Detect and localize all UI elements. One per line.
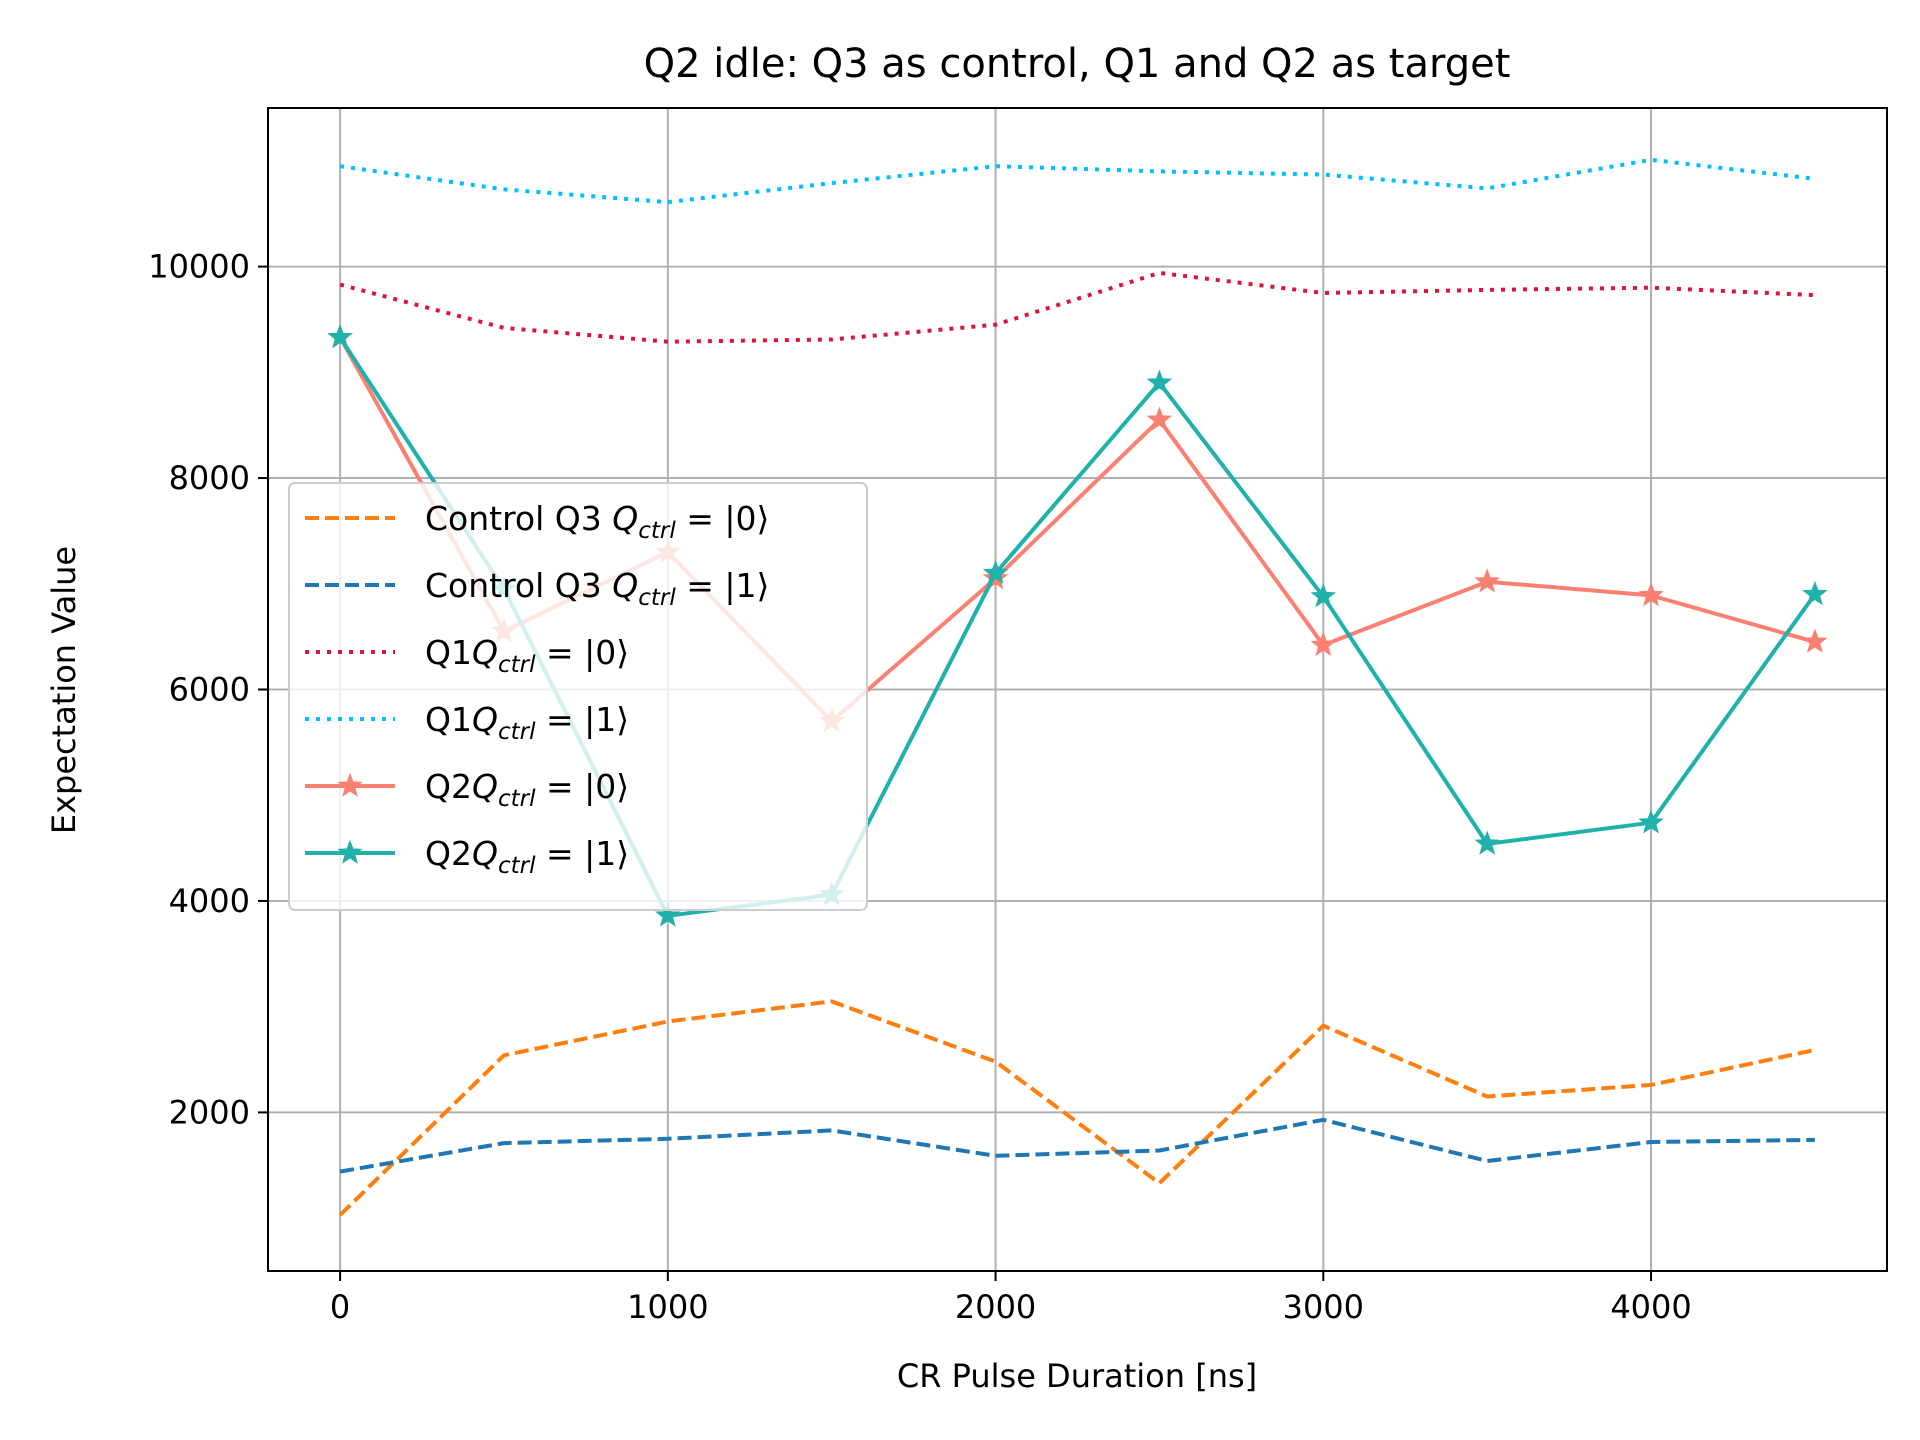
- y-tick-label: 8000: [169, 459, 250, 497]
- legend-state: = |0⟩: [676, 499, 770, 538]
- series-4: [339, 157, 1816, 205]
- x-tick-label: 2000: [955, 1288, 1036, 1326]
- legend-marker: [337, 772, 363, 797]
- legend-state: = |0⟩: [535, 633, 629, 672]
- legend-subscript: ctrl: [498, 719, 536, 745]
- legend-entry-label: Q1Qctrl = |1⟩: [425, 700, 629, 745]
- legend-state: = |1⟩: [676, 566, 770, 605]
- data-point: [1802, 628, 1828, 653]
- legend-marker: [337, 839, 363, 864]
- legend-q-symbol: Q: [612, 566, 638, 605]
- legend-q-symbol: Q: [472, 700, 498, 739]
- data-point: [1638, 581, 1664, 607]
- chart-title: Q2 idle: Q3 as control, Q1 and Q2 as tar…: [644, 41, 1511, 87]
- x-tick-label: 4000: [1610, 1288, 1691, 1326]
- legend-subscript: ctrl: [638, 585, 676, 611]
- x-tick-label: 0: [330, 1288, 350, 1326]
- legend-q-symbol: Q: [472, 767, 498, 806]
- series-line: [338, 999, 1816, 1217]
- data-point: [982, 559, 1009, 585]
- legend-q-symbol: Q: [472, 834, 498, 873]
- data-point: [1638, 809, 1664, 834]
- y-tick-label: 6000: [169, 671, 250, 709]
- legend-prefix: Control Q3: [425, 566, 612, 605]
- series-line: [339, 270, 1815, 344]
- y-tick-label: 4000: [169, 882, 250, 920]
- legend-q-symbol: Q: [472, 633, 498, 672]
- legend-state: = |1⟩: [535, 700, 629, 739]
- series-line: [339, 157, 1816, 205]
- legend-prefix: Q2: [425, 767, 472, 806]
- legend-subscript: ctrl: [498, 786, 536, 812]
- x-axis-ticks: 0 1000 2000 3000 4000: [330, 1271, 1692, 1326]
- data-point: [1474, 568, 1500, 593]
- legend-entry-label: Control Q3 Qctrl = |1⟩: [425, 566, 769, 611]
- series-1: [338, 999, 1816, 1217]
- data-point: [1310, 631, 1337, 656]
- y-tick-label: 10000: [148, 248, 250, 286]
- legend-entry-label: Q2Qctrl = |1⟩: [425, 834, 629, 879]
- legend-prefix: Q1: [425, 700, 472, 739]
- series-3: [339, 270, 1815, 344]
- legend-entry-label: Q2Qctrl = |0⟩: [425, 767, 629, 812]
- legend-subscript: ctrl: [638, 518, 676, 544]
- legend-subscript: ctrl: [498, 652, 536, 678]
- data-point: [1146, 406, 1173, 431]
- legend-box: [288, 482, 868, 911]
- legend-subscript: ctrl: [498, 853, 536, 879]
- legend-q-symbol: Q: [612, 499, 638, 538]
- series-2: [339, 1117, 1815, 1174]
- x-axis-label: CR Pulse Duration [ns]: [897, 1357, 1257, 1395]
- data-point: [1146, 369, 1173, 394]
- legend-entry-label: Q1Qctrl = |0⟩: [425, 633, 629, 678]
- series-line: [339, 1117, 1815, 1174]
- x-tick-label: 3000: [1283, 1288, 1364, 1326]
- legend-prefix: Control Q3: [425, 499, 612, 538]
- y-axis-ticks: 2000 4000 6000 8000 10000: [148, 248, 268, 1131]
- x-tick-label: 1000: [627, 1288, 708, 1326]
- y-axis-label: Expectation Value: [45, 546, 83, 834]
- data-point: [1474, 830, 1500, 855]
- legend-state: = |0⟩: [535, 767, 629, 806]
- legend-prefix: Q2: [425, 834, 472, 873]
- legend-state: = |1⟩: [535, 834, 629, 873]
- legend-entry-label: Control Q3 Qctrl = |0⟩: [425, 499, 769, 544]
- data-point: [327, 323, 353, 349]
- data-point: [1802, 580, 1828, 606]
- legend-prefix: Q1: [425, 633, 472, 672]
- data-point: [655, 902, 681, 927]
- data-point: [1310, 583, 1337, 608]
- y-tick-label: 2000: [169, 1093, 250, 1131]
- legend: Control Q3 Qctrl = |0⟩Control Q3 Qctrl =…: [288, 482, 868, 911]
